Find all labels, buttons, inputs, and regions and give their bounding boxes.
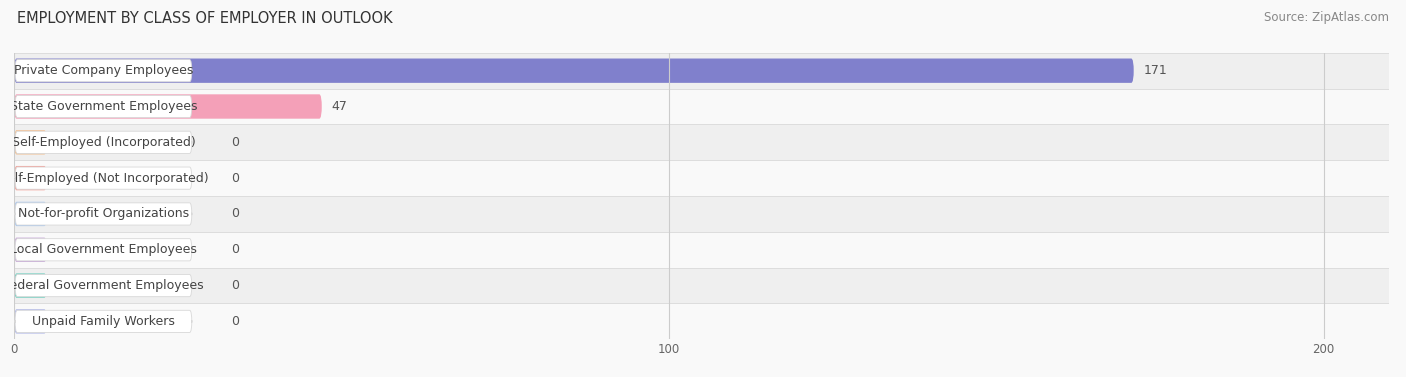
Bar <box>14 232 1389 268</box>
Text: EMPLOYMENT BY CLASS OF EMPLOYER IN OUTLOOK: EMPLOYMENT BY CLASS OF EMPLOYER IN OUTLO… <box>17 11 392 26</box>
Text: Unpaid Family Workers: Unpaid Family Workers <box>32 315 174 328</box>
Text: Self-Employed (Not Incorporated): Self-Employed (Not Incorporated) <box>0 172 208 185</box>
Text: 0: 0 <box>231 243 239 256</box>
Bar <box>14 53 1389 89</box>
FancyBboxPatch shape <box>15 95 191 118</box>
Bar <box>14 160 1389 196</box>
Text: Private Company Employees: Private Company Employees <box>14 64 193 77</box>
FancyBboxPatch shape <box>15 131 191 153</box>
Text: 0: 0 <box>231 136 239 149</box>
FancyBboxPatch shape <box>14 94 322 119</box>
FancyBboxPatch shape <box>14 238 46 262</box>
Text: Federal Government Employees: Federal Government Employees <box>3 279 204 292</box>
FancyBboxPatch shape <box>14 309 46 334</box>
Text: 0: 0 <box>231 279 239 292</box>
Text: Source: ZipAtlas.com: Source: ZipAtlas.com <box>1264 11 1389 24</box>
FancyBboxPatch shape <box>15 274 191 297</box>
FancyBboxPatch shape <box>15 167 191 189</box>
Text: 0: 0 <box>231 207 239 221</box>
Bar <box>14 268 1389 303</box>
Text: 0: 0 <box>231 172 239 185</box>
FancyBboxPatch shape <box>14 130 46 155</box>
Text: State Government Employees: State Government Employees <box>10 100 197 113</box>
FancyBboxPatch shape <box>15 203 191 225</box>
Bar <box>14 124 1389 160</box>
Bar <box>14 303 1389 339</box>
Bar <box>14 196 1389 232</box>
Text: Local Government Employees: Local Government Employees <box>10 243 197 256</box>
Bar <box>14 89 1389 124</box>
FancyBboxPatch shape <box>15 60 191 82</box>
Text: Self-Employed (Incorporated): Self-Employed (Incorporated) <box>11 136 195 149</box>
FancyBboxPatch shape <box>15 310 191 333</box>
FancyBboxPatch shape <box>14 273 46 298</box>
Text: 171: 171 <box>1143 64 1167 77</box>
Text: Not-for-profit Organizations: Not-for-profit Organizations <box>18 207 188 221</box>
FancyBboxPatch shape <box>14 202 46 226</box>
FancyBboxPatch shape <box>14 58 1133 83</box>
FancyBboxPatch shape <box>14 166 46 190</box>
FancyBboxPatch shape <box>15 239 191 261</box>
Text: 47: 47 <box>332 100 347 113</box>
Text: 0: 0 <box>231 315 239 328</box>
